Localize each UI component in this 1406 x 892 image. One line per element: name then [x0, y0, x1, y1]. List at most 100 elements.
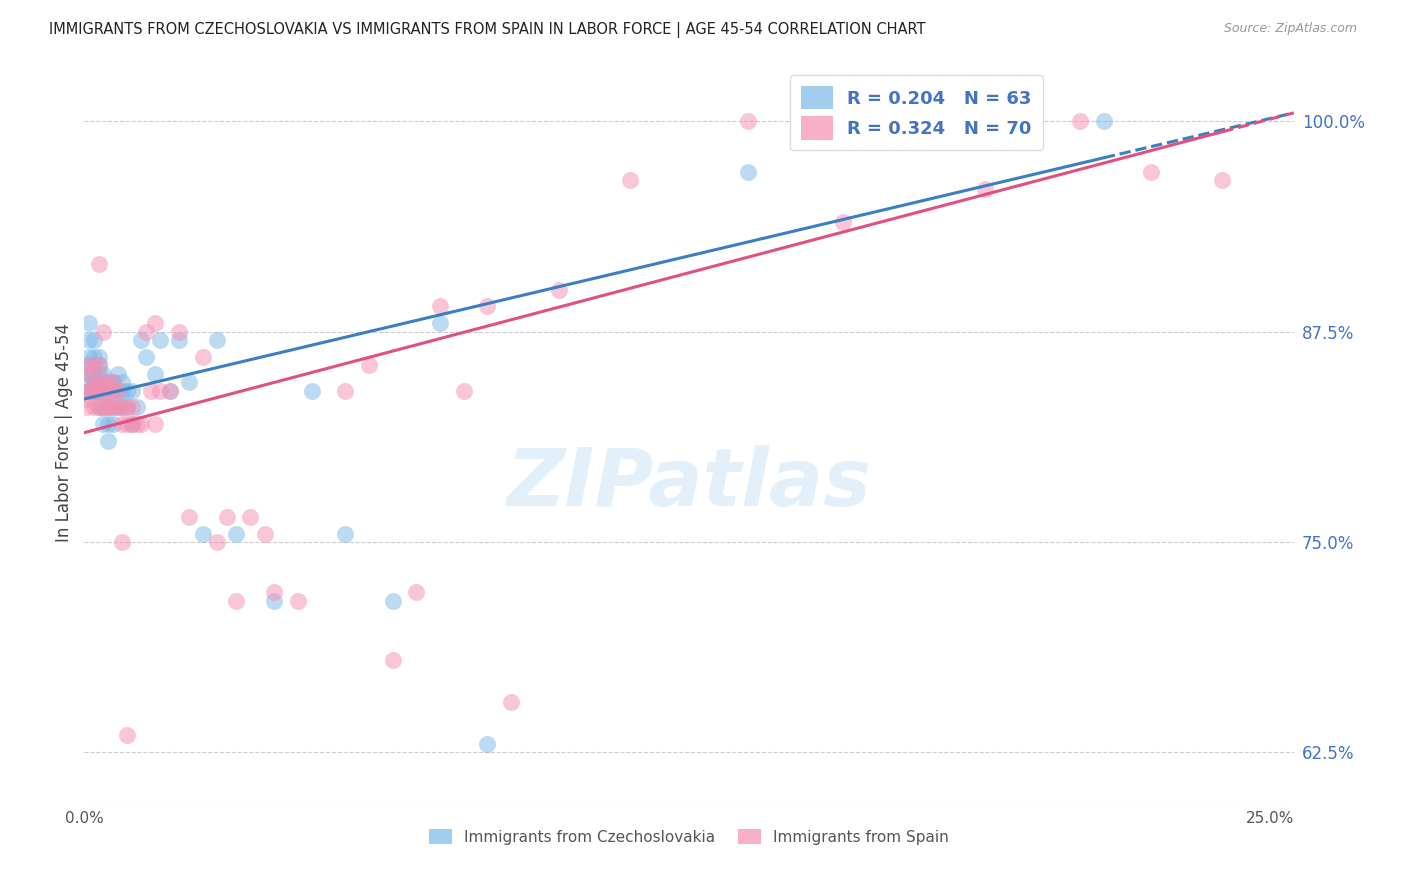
Point [135, 325, 157, 339]
Point [405, 585, 427, 599]
Point [101, 401, 124, 415]
Point [205, 333, 228, 347]
Point [97, 401, 120, 415]
Point [87, 359, 110, 373]
Point [91, 384, 114, 398]
Point [191, 526, 214, 541]
Point [149, 384, 172, 398]
Point [115, 384, 138, 398]
Point [501, 695, 523, 709]
Point [111, 384, 134, 398]
Point [101, 384, 124, 398]
Point [1069, 114, 1091, 128]
Point [83, 367, 105, 381]
Point [91, 367, 114, 381]
Point [91, 417, 114, 432]
Point [76, 392, 98, 406]
Point [101, 375, 124, 389]
Point [83, 359, 105, 373]
Point [97, 417, 120, 432]
Point [167, 333, 190, 347]
Point [205, 535, 228, 549]
Point [263, 594, 285, 608]
Point [301, 384, 323, 398]
Point [107, 384, 129, 398]
Point [121, 417, 143, 432]
Point [115, 417, 138, 432]
Point [737, 114, 759, 128]
Point [333, 526, 356, 541]
Point [83, 350, 105, 364]
Point [83, 384, 105, 398]
Point [453, 384, 475, 398]
Point [101, 384, 124, 398]
Point [76, 375, 98, 389]
Point [1140, 165, 1163, 179]
Point [115, 401, 138, 415]
Point [87, 367, 110, 381]
Point [111, 535, 134, 549]
Point [91, 375, 114, 389]
Point [83, 384, 105, 398]
Point [77, 384, 100, 398]
Point [287, 594, 309, 608]
Point [77, 384, 100, 398]
Point [547, 283, 569, 297]
Point [429, 300, 451, 314]
Point [737, 165, 759, 179]
Point [121, 401, 143, 415]
Point [76, 359, 98, 373]
Point [159, 384, 181, 398]
Point [91, 325, 114, 339]
Point [107, 401, 129, 415]
Point [225, 594, 247, 608]
Point [1211, 173, 1233, 187]
Point [145, 417, 167, 432]
Point [77, 316, 100, 330]
Point [167, 325, 190, 339]
Point [107, 367, 129, 381]
Point [87, 375, 110, 389]
Point [91, 401, 114, 415]
Point [77, 350, 100, 364]
Point [125, 401, 148, 415]
Text: Source: ZipAtlas.com: Source: ZipAtlas.com [1223, 22, 1357, 36]
Point [111, 401, 134, 415]
Point [101, 417, 124, 432]
Point [83, 375, 105, 389]
Point [76, 401, 98, 415]
Point [87, 384, 110, 398]
Point [429, 316, 451, 330]
Point [107, 384, 129, 398]
Point [111, 417, 134, 432]
Point [83, 384, 105, 398]
Point [77, 367, 100, 381]
Point [77, 384, 100, 398]
Point [97, 401, 120, 415]
Point [477, 737, 499, 751]
Point [263, 585, 285, 599]
Point [381, 653, 404, 667]
Point [253, 526, 276, 541]
Point [77, 384, 100, 398]
Point [115, 401, 138, 415]
Text: IMMIGRANTS FROM CZECHOSLOVAKIA VS IMMIGRANTS FROM SPAIN IN LABOR FORCE | AGE 45-: IMMIGRANTS FROM CZECHOSLOVAKIA VS IMMIGR… [49, 22, 925, 38]
Point [97, 434, 120, 448]
Point [87, 350, 110, 364]
Point [77, 333, 100, 347]
Point [87, 401, 110, 415]
Point [832, 215, 855, 229]
Point [87, 401, 110, 415]
Point [87, 257, 110, 271]
Point [159, 384, 181, 398]
Point [125, 417, 148, 432]
Point [97, 375, 120, 389]
Point [87, 384, 110, 398]
Point [381, 594, 404, 608]
Point [77, 359, 100, 373]
Point [333, 384, 356, 398]
Point [111, 401, 134, 415]
Point [145, 316, 167, 330]
Point [215, 509, 238, 524]
Point [129, 333, 152, 347]
